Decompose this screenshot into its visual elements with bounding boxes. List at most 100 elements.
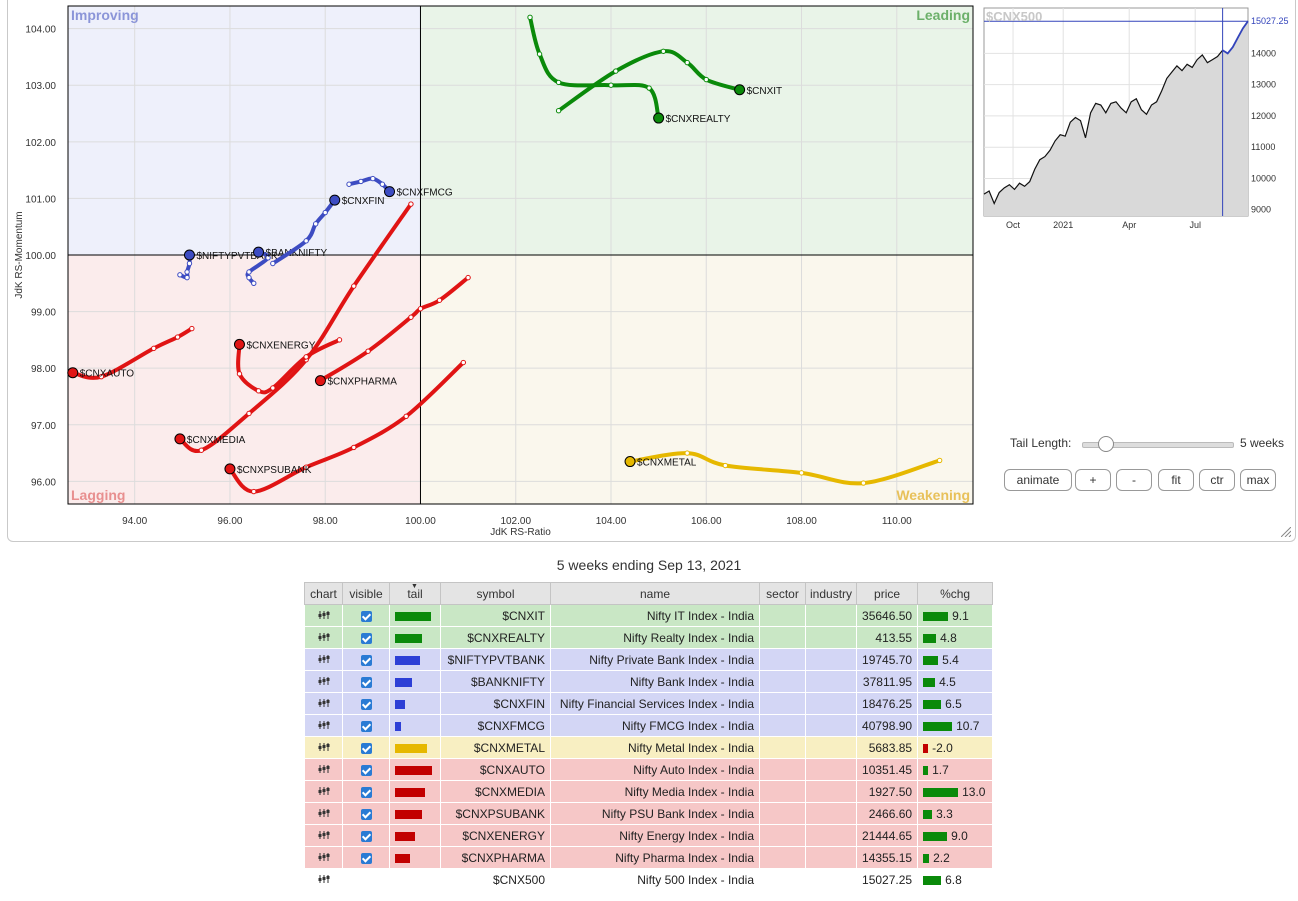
tail-cnxfin[interactable]: $CNXFIN xyxy=(270,194,385,267)
resize-grip-icon[interactable] xyxy=(1281,527,1291,537)
chart-icon[interactable] xyxy=(318,632,330,642)
column-header-sector[interactable]: sector xyxy=(759,582,806,605)
column-header-industry[interactable]: industry xyxy=(804,582,858,605)
tail-cnxenergy[interactable]: $CNXENERGY xyxy=(233,337,343,395)
zoom-out-button[interactable]: - xyxy=(1116,469,1152,491)
tail-niftypvtbank[interactable]: $NIFTYPVTBANK xyxy=(177,249,278,281)
chart-cell[interactable] xyxy=(304,626,343,649)
table-row[interactable]: $CNXIT Nifty IT Index - India 35646.50 9.1 xyxy=(304,604,994,627)
visible-cell[interactable] xyxy=(342,670,390,693)
head-point[interactable] xyxy=(174,433,186,445)
table-row[interactable]: $CNXFMCG Nifty FMCG Index - India 40798.90… xyxy=(304,714,994,737)
column-header-name[interactable]: name xyxy=(550,582,760,605)
head-point[interactable] xyxy=(183,249,195,261)
head-point[interactable] xyxy=(329,194,341,206)
chart-cell[interactable] xyxy=(304,736,343,759)
tail-cnxfmcg[interactable]: $CNXFMCG xyxy=(346,175,453,199)
chart-icon[interactable] xyxy=(318,808,330,818)
visible-cell[interactable] xyxy=(342,802,390,825)
chart-cell[interactable] xyxy=(304,846,343,869)
chart-icon[interactable] xyxy=(318,610,330,620)
checkbox-checked-icon[interactable] xyxy=(360,764,372,776)
visible-cell[interactable] xyxy=(342,692,390,715)
head-point[interactable] xyxy=(224,463,236,475)
checkbox-checked-icon[interactable] xyxy=(360,808,372,820)
column-header-visible[interactable]: visible xyxy=(342,582,390,605)
chart-icon[interactable] xyxy=(318,764,330,774)
rrg-chart[interactable]: 94.00 96.00 98.00 100.00 102.00 104.00 106.00 1… xyxy=(8,0,1297,542)
chart-cell[interactable] xyxy=(304,648,343,671)
chart-icon[interactable] xyxy=(318,676,330,686)
column-header-symbol[interactable]: symbol xyxy=(440,582,551,605)
visible-cell[interactable] xyxy=(342,626,390,649)
visible-cell[interactable] xyxy=(342,780,390,803)
tail-cnxpsubank[interactable]: $CNXPSUBANK xyxy=(224,359,467,495)
chart-icon[interactable] xyxy=(318,874,330,884)
tail-cnxmetal[interactable]: $CNXMETAL xyxy=(624,450,943,486)
head-point[interactable] xyxy=(314,375,326,387)
table-row[interactable]: $CNXMETAL Nifty Metal Index - India 5683.8… xyxy=(304,736,994,759)
visible-cell[interactable] xyxy=(342,846,390,869)
checkbox-checked-icon[interactable] xyxy=(360,676,372,688)
chart-cell[interactable] xyxy=(304,824,343,847)
chart-cell[interactable] xyxy=(304,604,343,627)
table-row[interactable]: $CNXAUTO Nifty Auto Index - India 10351.45… xyxy=(304,758,994,781)
chart-icon[interactable] xyxy=(318,742,330,752)
tail-cnxmedia[interactable]: $CNXMEDIA xyxy=(174,201,414,454)
chart-cell[interactable] xyxy=(304,670,343,693)
column-header-pct-change[interactable]: %chg xyxy=(917,582,994,605)
column-header-price[interactable]: price xyxy=(856,582,919,605)
checkbox-checked-icon[interactable] xyxy=(360,852,372,864)
column-header-chart[interactable]: chart xyxy=(304,582,343,605)
checkbox-checked-icon[interactable] xyxy=(360,654,372,666)
table-row[interactable]: $CNXFIN Nifty Financial Services Index - … xyxy=(304,692,994,715)
head-point[interactable] xyxy=(734,84,746,96)
chart-cell[interactable] xyxy=(304,868,343,891)
table-row[interactable]: $CNXPHARMA Nifty Pharma Index - India 1435… xyxy=(304,846,994,869)
chart-icon[interactable] xyxy=(318,786,330,796)
table-row[interactable]: $CNX500 Nifty 500 Index - India 15027.25 6.… xyxy=(304,868,994,891)
chart-cell[interactable] xyxy=(304,802,343,825)
table-row[interactable]: $NIFTYPVTBANK Nifty Private Bank Index - … xyxy=(304,648,994,671)
table-row[interactable]: $CNXPSUBANK Nifty PSU Bank Index - India 2… xyxy=(304,802,994,825)
table-row[interactable]: $CNXREALTY Nifty Realty Index - India 413.… xyxy=(304,626,994,649)
chart-icon[interactable] xyxy=(318,830,330,840)
checkbox-checked-icon[interactable] xyxy=(360,610,372,622)
checkbox-checked-icon[interactable] xyxy=(360,698,372,710)
chart-icon[interactable] xyxy=(318,654,330,664)
tail-cnxpharma[interactable]: $CNXPHARMA xyxy=(314,274,471,388)
tail-cnxrealty[interactable]: $CNXREALTY xyxy=(527,14,731,125)
chart-icon[interactable] xyxy=(318,852,330,862)
fit-button[interactable]: fit xyxy=(1158,469,1194,491)
head-point[interactable] xyxy=(253,246,265,258)
tail-cnxit[interactable]: $CNXIT xyxy=(555,48,782,114)
column-header-tail[interactable]: ▼ tail xyxy=(389,582,441,605)
checkbox-checked-icon[interactable] xyxy=(360,720,372,732)
chart-cell[interactable] xyxy=(304,780,343,803)
chart-cell[interactable] xyxy=(304,692,343,715)
visible-cell[interactable] xyxy=(342,604,390,627)
table-row[interactable]: $BANKNIFTY Nifty Bank Index - India 37811.… xyxy=(304,670,994,693)
visible-cell[interactable] xyxy=(342,758,390,781)
visible-cell[interactable] xyxy=(342,868,390,891)
animate-button[interactable]: animate xyxy=(1004,469,1072,491)
zoom-in-button[interactable]: + xyxy=(1075,469,1111,491)
visible-cell[interactable] xyxy=(342,736,390,759)
checkbox-checked-icon[interactable] xyxy=(360,786,372,798)
visible-cell[interactable] xyxy=(342,714,390,737)
tail-banknifty[interactable]: $BANKNIFTY xyxy=(245,246,328,286)
tail-length-slider-handle[interactable] xyxy=(1098,436,1114,452)
chart-icon[interactable] xyxy=(318,698,330,708)
head-point[interactable] xyxy=(384,186,396,198)
max-button[interactable]: max xyxy=(1240,469,1276,491)
visible-cell[interactable] xyxy=(342,648,390,671)
chart-cell[interactable] xyxy=(304,758,343,781)
checkbox-checked-icon[interactable] xyxy=(360,632,372,644)
center-button[interactable]: ctr xyxy=(1199,469,1235,491)
checkbox-checked-icon[interactable] xyxy=(360,830,372,842)
visible-cell[interactable] xyxy=(342,824,390,847)
checkbox-checked-icon[interactable] xyxy=(360,742,372,754)
head-point[interactable] xyxy=(67,367,79,379)
table-row[interactable]: $CNXENERGY Nifty Energy Index - India 2144… xyxy=(304,824,994,847)
head-point[interactable] xyxy=(624,456,636,468)
